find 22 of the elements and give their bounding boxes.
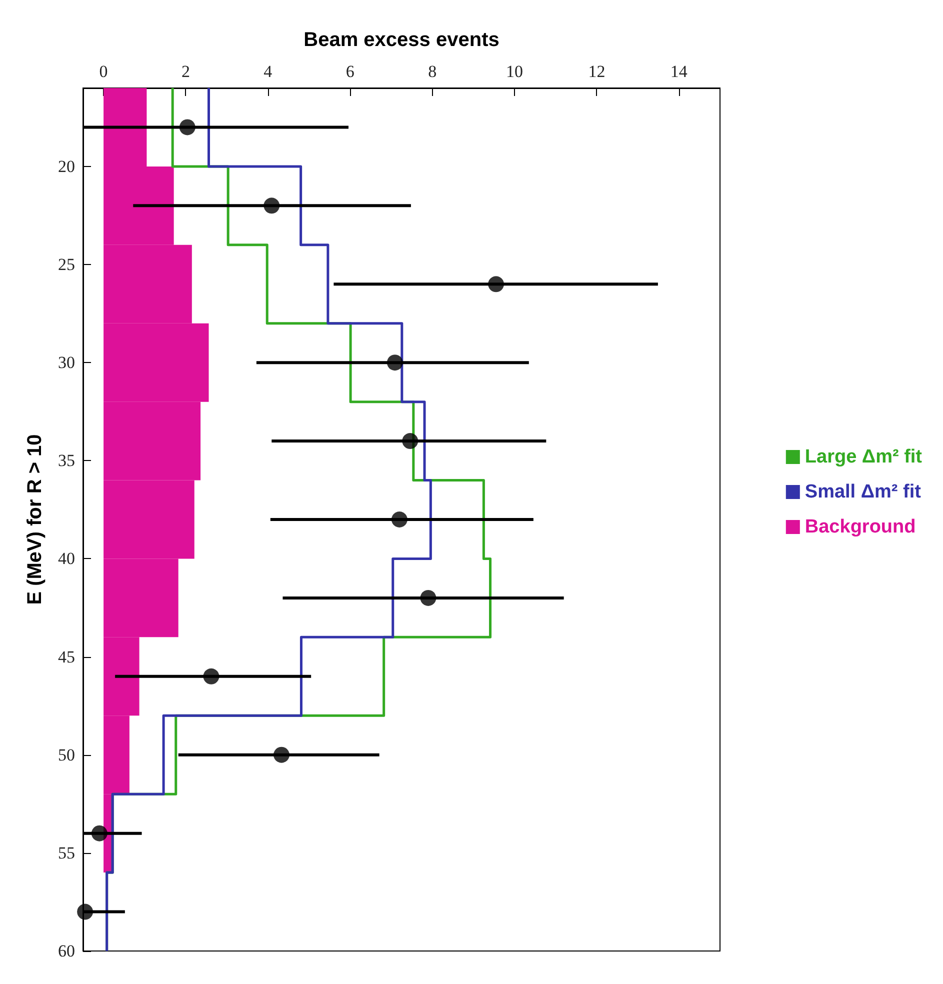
y-tick-label: 40 <box>58 549 75 568</box>
y-tick-label: 45 <box>58 647 75 666</box>
x-tick-label: 6 <box>346 62 354 81</box>
x-tick-label: 4 <box>264 62 273 81</box>
x-tick-label: 8 <box>428 62 437 81</box>
y-tick-label: 35 <box>58 451 75 470</box>
y-tick-label: 30 <box>58 353 75 372</box>
x-tick-label: 14 <box>670 62 688 81</box>
y-tick-label: 25 <box>58 255 75 274</box>
legend-label: Small Δm² fit <box>804 482 922 502</box>
x-tick-label: 10 <box>506 62 524 81</box>
y-tick-label: 55 <box>58 843 75 862</box>
y-tick-label: 20 <box>58 156 75 176</box>
x-tick-label: 12 <box>588 62 606 81</box>
x-tick-label: 0 <box>99 62 108 81</box>
x-tick-label: 2 <box>181 62 190 81</box>
y-axis-title: E (MeV) for R > 10 <box>24 434 46 605</box>
legend-label: Background <box>804 516 916 538</box>
x-axis-title: Beam excess events <box>304 29 500 51</box>
legend-label: Large Δm² fit <box>804 446 923 468</box>
y-tick-label: 50 <box>58 745 75 764</box>
y-tick-label: 60 <box>58 942 75 960</box>
